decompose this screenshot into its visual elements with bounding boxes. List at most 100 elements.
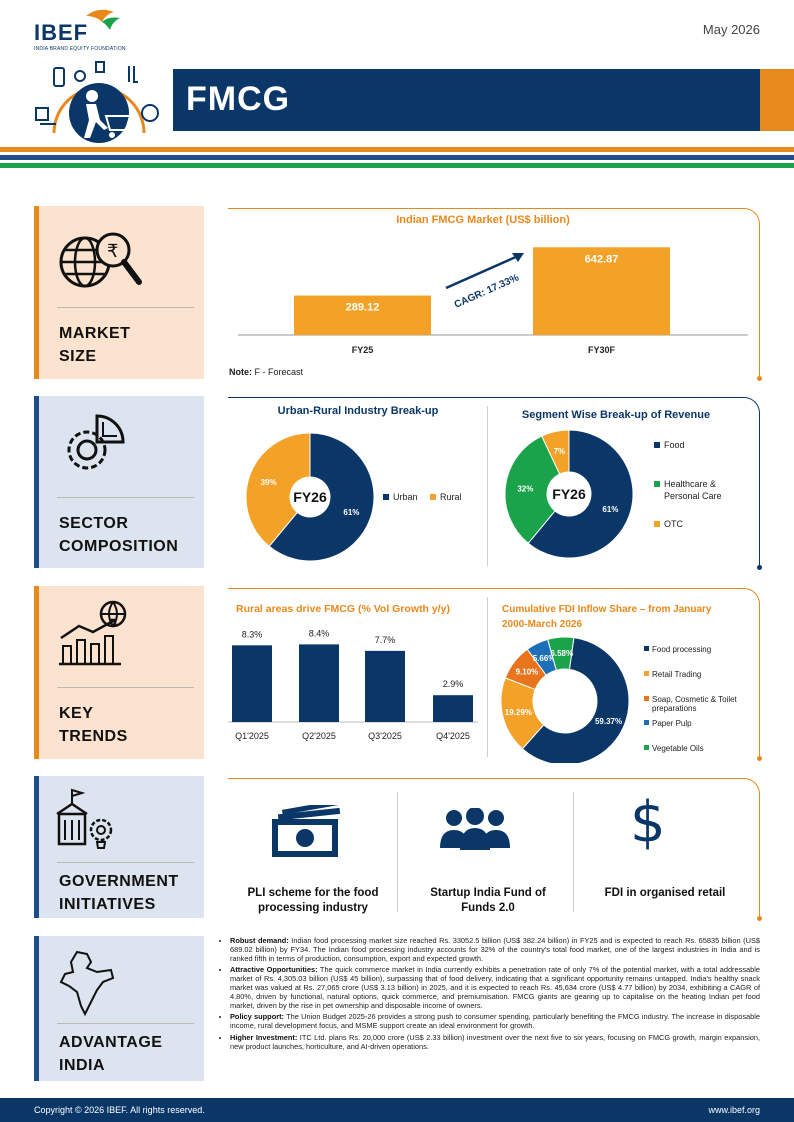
divider: [487, 597, 488, 757]
slice-label: 19.29%: [505, 708, 532, 717]
slice-label: 7%: [554, 447, 566, 456]
government-initiatives-tile: GOVERNMENT INITIATIVES: [34, 776, 204, 918]
x-tick-label: FY30F: [588, 345, 616, 355]
pie-slice: [504, 435, 561, 545]
initiative-pli-label: PLI scheme for the food processing indus…: [247, 887, 379, 914]
market-size-chart: Indian FMCG Market (US$ billion) 289.12 FY…: [238, 214, 748, 355]
slice-label: 39%: [261, 478, 277, 487]
bar-value-label: 642.87: [585, 253, 619, 265]
logo-flag-icon: [86, 9, 120, 30]
chart-title: Urban-Rural Industry Break-up: [278, 405, 439, 417]
x-tick-label: Q1'2025: [235, 731, 269, 741]
bar: [299, 644, 339, 722]
india-map-icon: [59, 950, 115, 1017]
x-tick-label: Q2'2025: [302, 731, 336, 741]
frame-dot: [757, 916, 762, 921]
sector-composition-tile: SECTOR COMPOSITION: [34, 396, 204, 568]
bar: [232, 645, 272, 722]
x-tick-label: Q3'2025: [368, 731, 402, 741]
legend-swatch: [430, 494, 436, 500]
bar-value-label: 8.4%: [309, 628, 330, 638]
bar: [433, 695, 473, 722]
copyright: Copyright © 2026 IBEF. All rights reserv…: [34, 1105, 205, 1115]
title-bar-accent: [760, 69, 794, 131]
market-size-tile: ₹ MARKET SIZE: [34, 206, 204, 379]
legend-label: Personal Care: [664, 491, 722, 501]
frame-dot: [757, 376, 762, 381]
slice-label: 6.58%: [550, 649, 573, 658]
svg-text:₹: ₹: [107, 241, 118, 262]
legend-label: Food: [664, 440, 685, 450]
chart-title: Rural areas drive FMCG (% Vol Growth y/y…: [236, 603, 450, 615]
legend-swatch: [654, 521, 660, 527]
page-title: FMCG: [186, 80, 291, 118]
pie-slice: [527, 429, 634, 559]
divider: [487, 406, 488, 566]
chart-title: Cumulative FDI Inflow Share – from Janua…: [502, 604, 712, 615]
legend-label: Paper Pulp: [652, 719, 692, 728]
x-tick-label: Q4'2025: [436, 731, 470, 741]
advantage-item: Attractive Opportunities: The quick comm…: [230, 965, 760, 1010]
money-icon: [272, 805, 342, 857]
key-trends-frame: [228, 588, 760, 758]
people-icon: [440, 808, 510, 850]
report-date: May 2026: [702, 22, 760, 37]
bar-value-label: 2.9%: [443, 679, 464, 689]
bar: [294, 295, 431, 335]
government-initiatives-label: GOVERNMENT INITIATIVES: [59, 873, 179, 913]
pie-slice: [541, 429, 570, 475]
chart-title: Indian FMCG Market (US$ billion): [396, 214, 570, 226]
slice-label: 32%: [517, 484, 533, 493]
slice-label: 5.66%: [533, 654, 556, 663]
stripe-green: [0, 163, 794, 168]
advantage-india-label: ADVANTAGE INDIA: [59, 1034, 163, 1074]
frame-dot: [757, 756, 762, 761]
bar: [533, 247, 670, 335]
globe-magnifier-icon: ₹: [59, 232, 142, 288]
legend-label: Healthcare &: [664, 479, 716, 489]
cagr-arrowhead: [512, 253, 524, 262]
bar: [365, 650, 405, 722]
government-building-icon: [56, 788, 113, 849]
trend-chart-icon: [59, 600, 127, 666]
legend-label: Food processing: [652, 645, 711, 654]
tile-divider: [57, 687, 194, 688]
legend-swatch: [644, 745, 649, 750]
donut-center-label: FY26: [293, 489, 327, 505]
divider: [573, 792, 574, 912]
fmcg-illustration-icon: [35, 61, 159, 143]
logo-subtitle: INDIA BRAND EQUITY FOUNDATION: [34, 46, 126, 52]
cagr-arrow: [445, 254, 519, 290]
divider: [397, 792, 398, 912]
tile-divider: [57, 1023, 194, 1024]
legend-label: Urban: [393, 492, 418, 502]
website-link[interactable]: www.ibef.org: [708, 1105, 760, 1115]
initiative-fdi-label: FDI in organised retail: [604, 887, 726, 899]
tile-divider: [57, 307, 194, 308]
key-trends-label: KEY TRENDS: [59, 705, 128, 745]
footer-bar: [0, 1098, 794, 1122]
trend-charts: Rural areas drive FMCG (% Vol Growth y/y…: [228, 603, 738, 763]
frame-dot: [757, 565, 762, 570]
legend-label: Vegetable Oils: [652, 744, 704, 753]
legend-label: Retail Trading: [652, 670, 701, 679]
cagr-label: CAGR: 17.33%: [453, 272, 521, 310]
tile-divider: [57, 497, 194, 498]
forecast-note: Note: F - Forecast: [229, 367, 304, 377]
market-size-label: MARKET SIZE: [59, 325, 131, 365]
legend-swatch: [654, 442, 660, 448]
key-trends-tile: KEY TRENDS: [34, 586, 204, 759]
bar-value-label: 8.3%: [242, 629, 263, 639]
chart-title: 2000-March 2026: [502, 619, 582, 630]
slice-label: 9.10%: [516, 668, 539, 677]
tile-divider: [57, 862, 194, 863]
dollar-icon: $: [630, 790, 666, 855]
gear-chart-icon: [67, 414, 125, 470]
pie-slice: [245, 432, 311, 548]
advantage-india-tile: ADVANTAGE INDIA: [34, 936, 204, 1081]
sector-composition-label: SECTOR COMPOSITION: [59, 515, 179, 555]
legend-label: OTC: [664, 519, 683, 529]
legend-label: preparations: [652, 704, 696, 713]
chart-title: Segment Wise Break-up of Revenue: [522, 409, 710, 421]
bar-value-label: 289.12: [346, 302, 380, 314]
